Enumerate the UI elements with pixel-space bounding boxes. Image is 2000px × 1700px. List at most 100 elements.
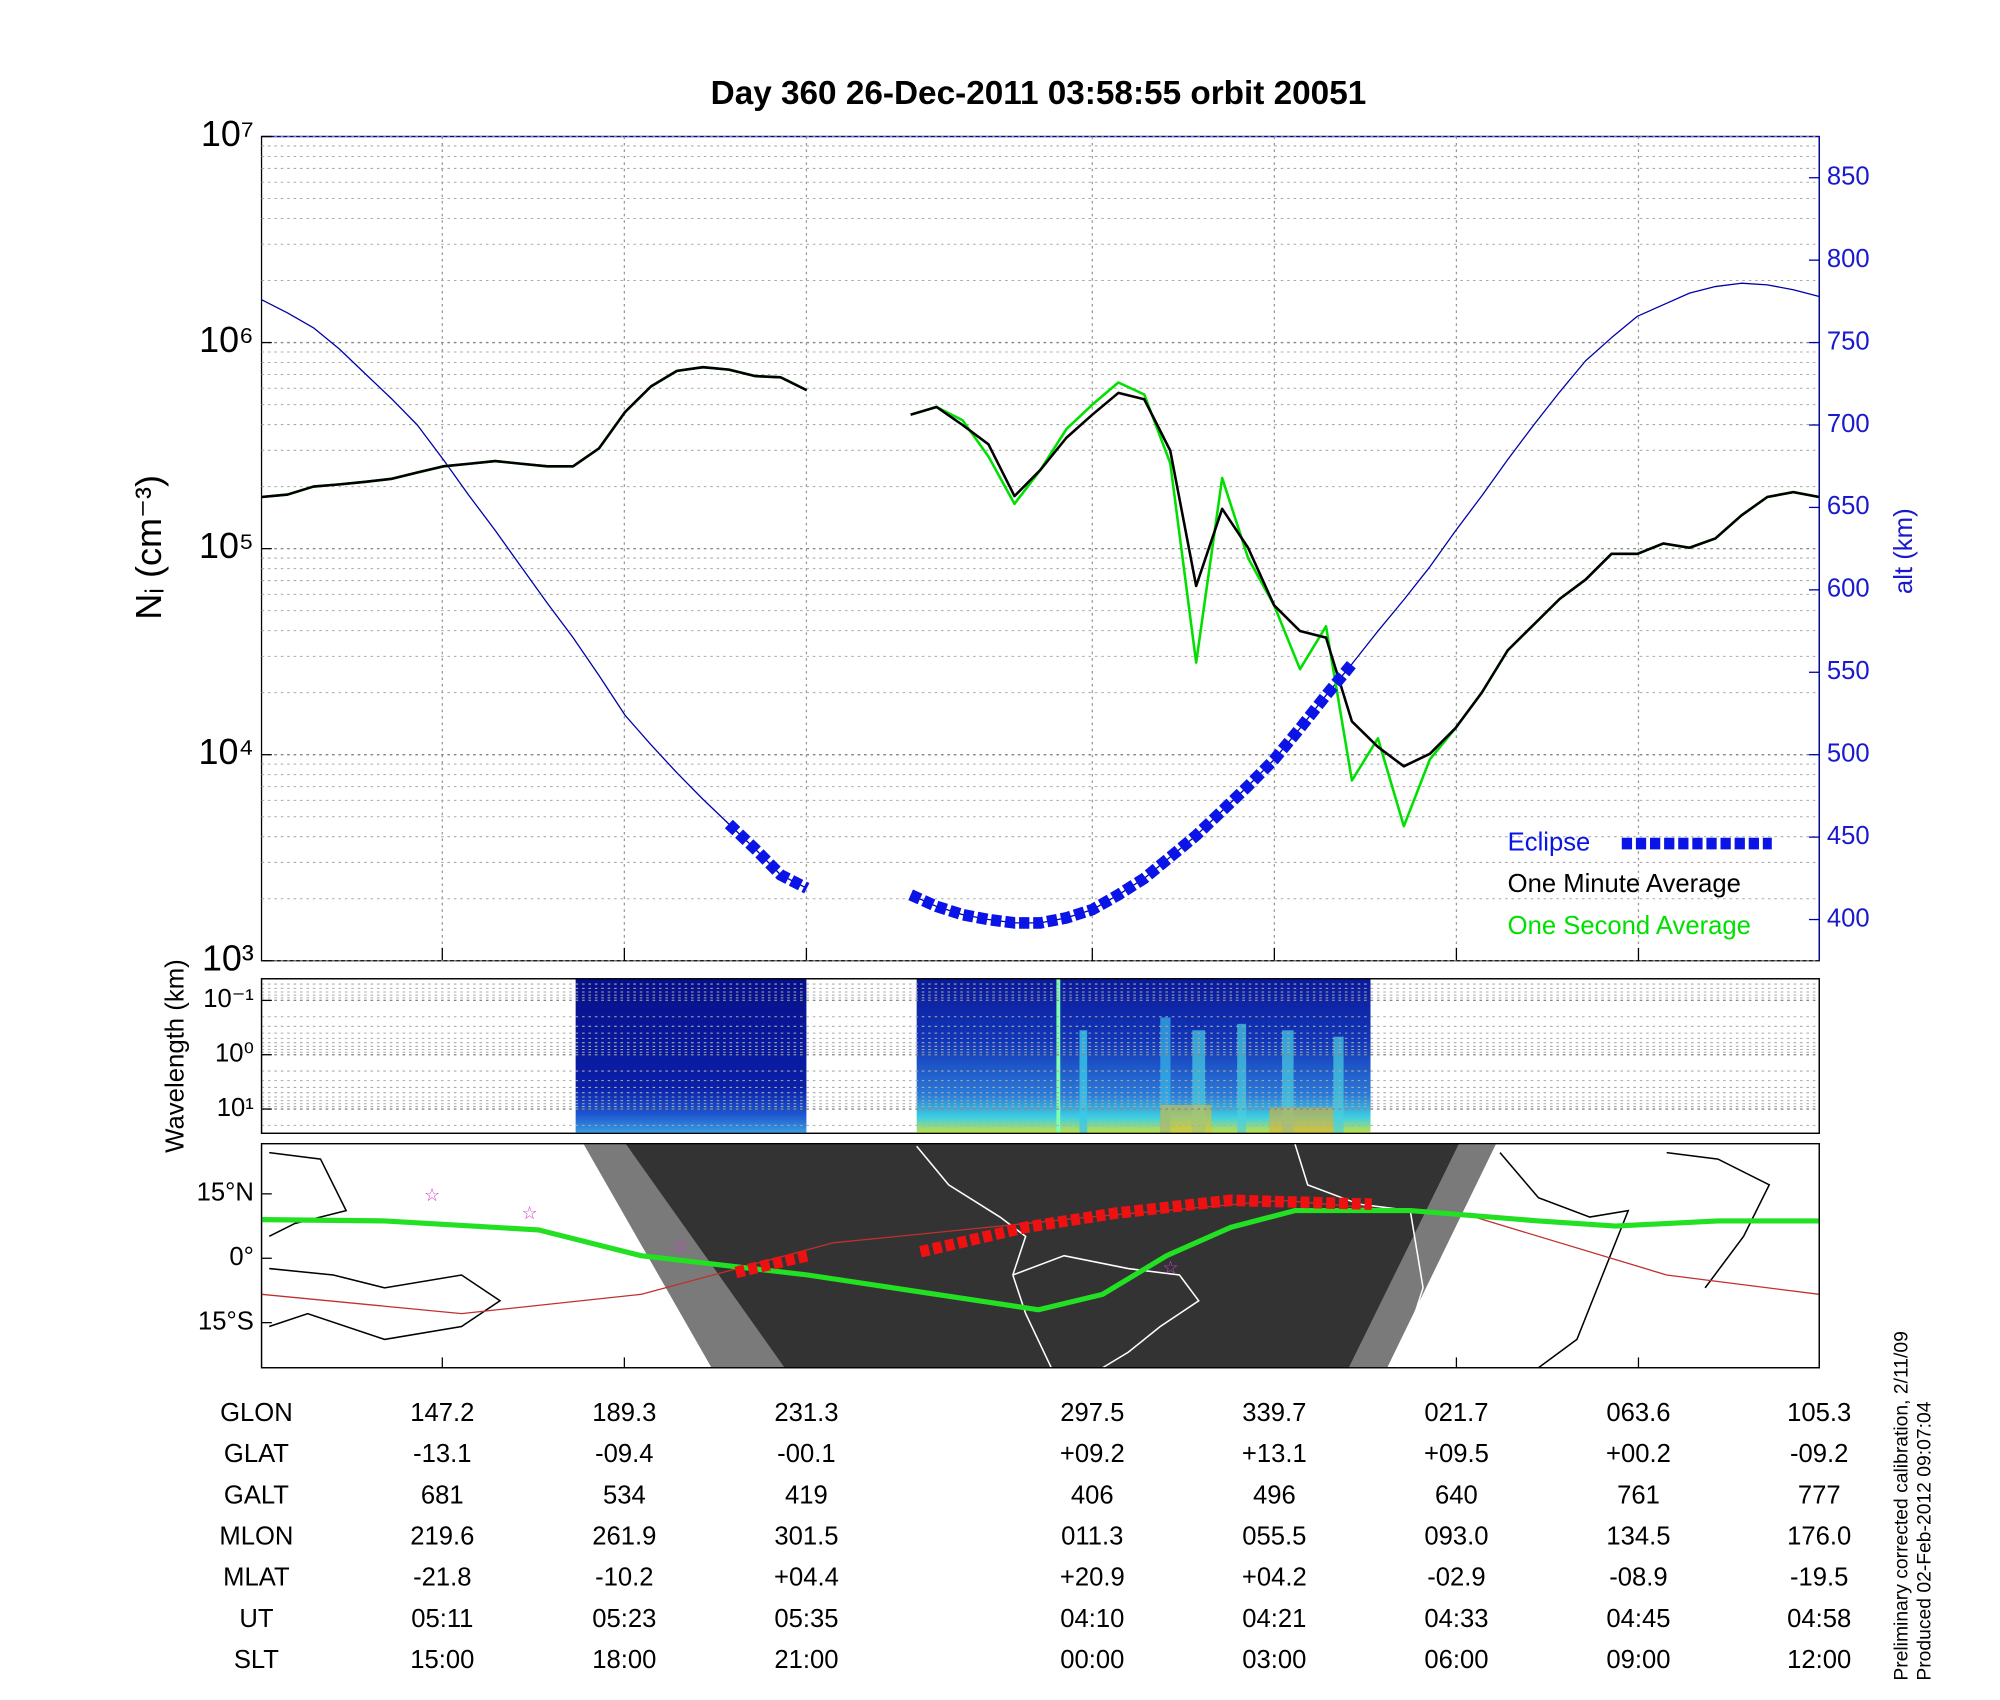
table-cell: 093.0 (1424, 1522, 1488, 1550)
table-cell: 189.3 (592, 1399, 656, 1427)
table-cell: 18:00 (592, 1646, 656, 1674)
legend-label: One Minute Average (1508, 870, 1741, 898)
streak (1237, 1023, 1247, 1134)
table-cell: -10.2 (595, 1564, 653, 1592)
table-cell: 301.5 (774, 1522, 838, 1550)
data-line (261, 365, 1820, 768)
table-cell: +09.5 (1424, 1440, 1489, 1468)
y2-tick-label: 600 (1827, 575, 1870, 603)
coastline (268, 1151, 348, 1238)
station-marker: ☆ (1162, 1257, 1178, 1277)
coastlines-day (268, 1151, 1771, 1369)
table-cell: 15:00 (410, 1646, 474, 1674)
table-cell: 00:00 (1060, 1646, 1124, 1674)
eclipse-track (734, 1194, 1372, 1279)
table-cell: 09:00 (1606, 1646, 1670, 1674)
row-label: MLAT (223, 1564, 290, 1592)
coastline (916, 1145, 1027, 1276)
streak (1269, 1107, 1334, 1134)
row-label: MLON (219, 1522, 293, 1550)
table-cell: +04.4 (774, 1564, 839, 1592)
table-cell: 011.3 (1061, 1522, 1123, 1550)
streak (1282, 1030, 1294, 1134)
table-cell: 219.6 (410, 1522, 474, 1550)
table-cell: 134.5 (1606, 1522, 1670, 1550)
y-axis-label: Wavelength (km) (162, 959, 190, 1153)
table-cell: 055.5 (1242, 1522, 1306, 1550)
y2-tick-label: 750 (1827, 327, 1870, 355)
coastline (1012, 1274, 1052, 1369)
coastline (1294, 1143, 1424, 1368)
table-cell: 04:33 (1424, 1605, 1488, 1633)
spectrogram-border (260, 978, 1820, 1134)
chart-title: Day 360 26-Dec-2011 03:58:55 orbit 20051 (711, 75, 1367, 112)
table-cell: +04.2 (1242, 1564, 1307, 1592)
table-cell: -00.1 (777, 1440, 835, 1468)
table-cell: 681 (421, 1481, 464, 1509)
y2-tick-label: 700 (1827, 410, 1870, 438)
table-cell: 04:45 (1606, 1605, 1670, 1633)
table-cell: 03:00 (1242, 1646, 1306, 1674)
table-cell: +13.1 (1242, 1440, 1307, 1468)
y-tick-label: 10⁴ (199, 731, 254, 772)
table-cell: 297.5 (1060, 1399, 1124, 1427)
y-tick-label: 10⁻¹ (203, 985, 254, 1013)
table-cell: 534 (603, 1481, 646, 1509)
table-cell: 21:00 (774, 1646, 838, 1674)
table-cell: +20.9 (1060, 1564, 1125, 1592)
table-cell: 496 (1253, 1481, 1296, 1509)
y2-tick-label: 800 (1827, 245, 1870, 273)
spectrogram-block (575, 978, 807, 1134)
table-cell: -19.5 (1790, 1564, 1848, 1592)
coastline (1012, 1254, 1200, 1369)
table-cell: 231.3 (774, 1399, 838, 1427)
table-cell: 063.6 (1606, 1399, 1670, 1427)
station-marker: ☆ (424, 1185, 440, 1205)
table-cell: -02.9 (1427, 1564, 1485, 1592)
table-cell: -21.8 (413, 1564, 471, 1592)
y-tick-label: 15°N (197, 1179, 254, 1207)
map-x-ticks (441, 1357, 1640, 1368)
table-cell: 777 (1798, 1481, 1841, 1509)
coastline (1666, 1151, 1771, 1289)
y2-axis-label: alt (km) (1890, 508, 1918, 594)
table-cell: 05:11 (411, 1605, 473, 1633)
table-cell: 761 (1617, 1481, 1660, 1509)
table-cell: 05:23 (592, 1605, 656, 1633)
note: Produced 02-Feb-2012 09:07:04 (1915, 1401, 1936, 1680)
table-cell: 339.7 (1242, 1399, 1306, 1427)
table-cell: +00.2 (1606, 1440, 1671, 1468)
row-label: GLON (220, 1399, 293, 1427)
table-cell: 406 (1071, 1481, 1114, 1509)
y-tick-label: 10⁰ (215, 1039, 254, 1067)
table-cell: 021.7 (1424, 1399, 1488, 1427)
y-tick-label: 10³ (202, 937, 254, 978)
y2-tick-label: 450 (1827, 822, 1870, 850)
station-markers: ☆ ☆ ☆ ☆ (424, 1185, 1179, 1277)
table-cell: 06:00 (1424, 1646, 1488, 1674)
streak (1079, 1030, 1088, 1134)
streak (1160, 1017, 1171, 1134)
y-tick-label: 10¹ (217, 1094, 254, 1122)
y2-tick-label: 650 (1827, 492, 1870, 520)
legend-label: One Second Average (1508, 912, 1751, 940)
y-axis-label: Nᵢ (cm⁻³) (128, 475, 169, 620)
station-marker: ☆ (673, 1235, 689, 1255)
station-marker: ☆ (521, 1203, 537, 1223)
table-cell: -09.4 (595, 1440, 653, 1468)
row-label: SLT (234, 1646, 279, 1674)
table-cell: 640 (1435, 1481, 1478, 1509)
y2-tick-label: 850 (1827, 162, 1870, 190)
table-cell: 147.2 (410, 1399, 474, 1427)
row-label: GALT (224, 1481, 289, 1509)
map-frame-border (260, 1142, 1820, 1369)
y-tick-label: 10⁶ (199, 319, 254, 360)
y-tick-label: 15°S (198, 1307, 254, 1335)
table-cell: 04:58 (1787, 1605, 1851, 1633)
table-cell: 419 (785, 1481, 828, 1509)
streak (1056, 978, 1061, 1134)
satellite-track (261, 1208, 1820, 1313)
table-cell: 04:10 (1060, 1605, 1124, 1633)
y-tick-label: 0° (229, 1243, 254, 1271)
table-cell: 105.3 (1787, 1399, 1851, 1427)
